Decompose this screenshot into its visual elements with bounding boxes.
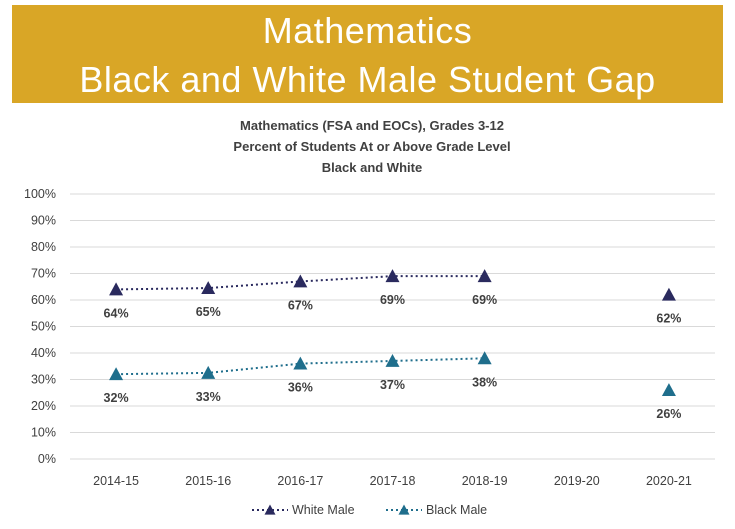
- x-tick-label: 2015-16: [185, 474, 231, 488]
- data-label: 38%: [472, 375, 497, 389]
- y-tick-label: 40%: [31, 346, 56, 360]
- chart-title-group: Mathematics (FSA and EOCs), Grades 3-12 …: [233, 118, 510, 175]
- data-point-marker: [293, 356, 308, 370]
- data-point-marker: [109, 282, 124, 296]
- data-label: 65%: [196, 305, 221, 319]
- legend-label-black-male: Black Male: [426, 503, 487, 517]
- data-label: 64%: [104, 306, 129, 320]
- y-tick-label: 90%: [31, 214, 56, 228]
- banner-title: Mathematics: [262, 10, 473, 51]
- legend-label-white-male: White Male: [292, 503, 355, 517]
- chart-title-line-1: Mathematics (FSA and EOCs), Grades 3-12: [240, 118, 504, 133]
- series-line: [116, 357, 485, 376]
- y-tick-label: 100%: [24, 187, 56, 201]
- data-label: 67%: [288, 298, 313, 312]
- data-label: 32%: [104, 391, 129, 405]
- chart-title-line-3: Black and White: [322, 160, 422, 175]
- x-tick-label: 2019-20: [554, 474, 600, 488]
- data-label: 69%: [472, 293, 497, 307]
- x-tick-label: 2016-17: [277, 474, 323, 488]
- data-point-marker: [385, 269, 400, 283]
- data-label: 37%: [380, 378, 405, 392]
- y-tick-label: 50%: [31, 320, 56, 334]
- x-axis: 2014-15 2015-16 2016-17 2017-18 2018-19 2019-…: [93, 474, 692, 488]
- x-tick-label: 2020-21: [646, 474, 692, 488]
- banner-subtitle: Black and White Male Student Gap: [79, 59, 656, 100]
- grid-lines: [70, 193, 715, 460]
- data-label: 36%: [288, 381, 313, 395]
- y-tick-label: 20%: [31, 399, 56, 413]
- series-group: 64% 65% 67% 69% 69% 62% 32% 33% 36% 37% 38% 26%: [104, 269, 681, 421]
- x-tick-label: 2014-15: [93, 474, 139, 488]
- data-point-marker: [661, 287, 676, 301]
- data-point-marker: [385, 353, 400, 367]
- y-tick-label: 70%: [31, 267, 56, 281]
- data-point-marker: [201, 281, 216, 295]
- x-tick-label: 2018-19: [462, 474, 508, 488]
- legend-marker-black-male: [398, 504, 410, 515]
- x-tick-label: 2017-18: [370, 474, 416, 488]
- y-tick-label: 60%: [31, 293, 56, 307]
- series-line: [116, 275, 485, 291]
- y-axis: 0% 10% 20% 30% 40% 50% 60% 70% 80% 90% 100%: [24, 187, 56, 466]
- chart-title-line-2: Percent of Students At or Above Grade Le…: [233, 139, 510, 154]
- legend: White Male Black Male: [252, 503, 487, 517]
- y-tick-label: 10%: [31, 426, 56, 440]
- data-point-marker: [109, 367, 124, 381]
- data-label: 69%: [380, 293, 405, 307]
- data-point-marker: [477, 269, 492, 283]
- data-point-marker: [661, 383, 676, 397]
- y-tick-label: 80%: [31, 240, 56, 254]
- data-label: 26%: [656, 407, 681, 421]
- y-tick-label: 0%: [38, 452, 56, 466]
- legend-marker-white-male: [264, 504, 276, 515]
- y-tick-label: 30%: [31, 373, 56, 387]
- title-banner: Mathematics Black and White Male Student…: [12, 5, 723, 103]
- data-label: 33%: [196, 390, 221, 404]
- data-point-marker: [201, 365, 216, 379]
- data-point-marker: [477, 351, 492, 365]
- data-point-marker: [293, 274, 308, 288]
- slide-edge: [723, 0, 735, 529]
- data-label: 62%: [656, 312, 681, 326]
